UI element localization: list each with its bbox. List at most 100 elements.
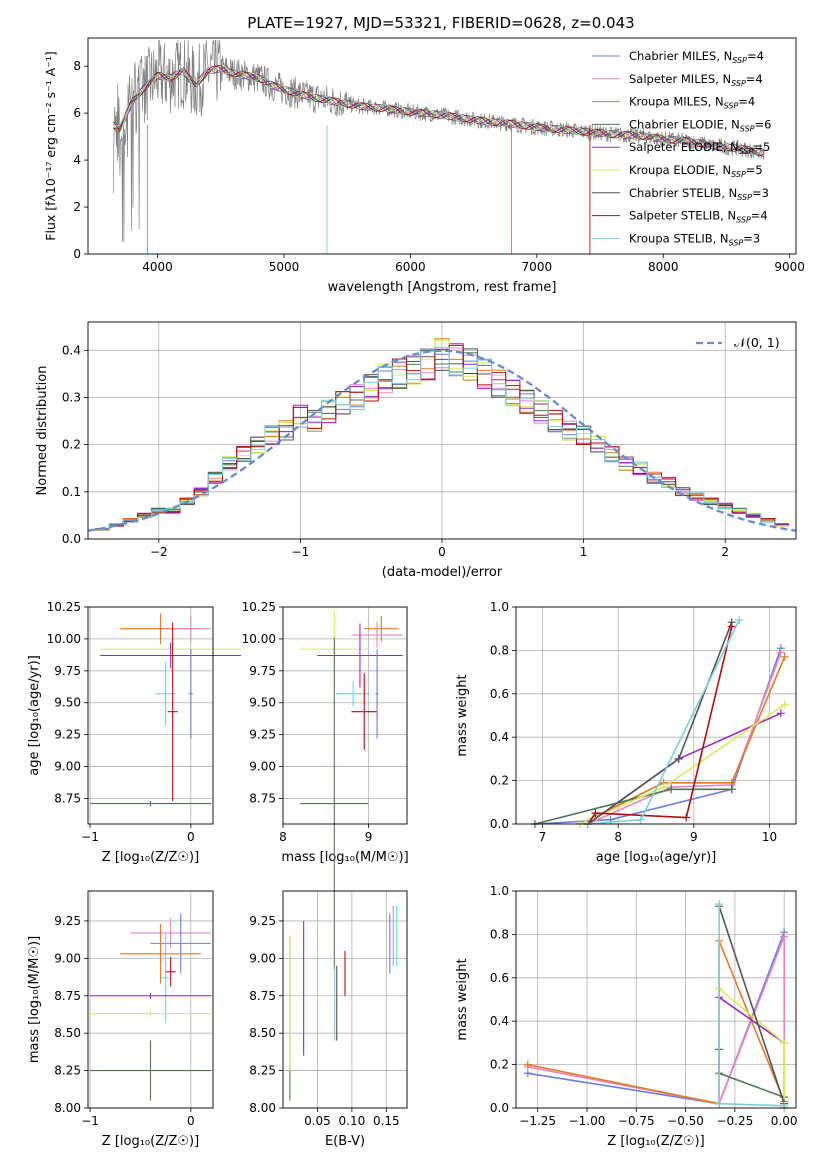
x-tick-label: 1 [580, 545, 588, 559]
mass-weight-marker [780, 1101, 789, 1110]
residual-histogram [95, 349, 789, 530]
y-tick-label: 10.25 [242, 600, 276, 614]
residual-histogram [95, 346, 789, 531]
y-tick-label: 8 [73, 59, 81, 73]
figure-title: PLATE=1927, MJD=53321, FIBERID=0628, z=0… [247, 14, 634, 32]
residual-histogram [95, 338, 789, 531]
x-tick-label: −1.00 [569, 1114, 606, 1128]
mass-weight-marker [715, 900, 724, 909]
mass-weight-marker [727, 785, 736, 794]
x-tick-label: 7000 [522, 260, 553, 274]
mass-weight-marker [776, 648, 785, 657]
y-tick-label: 10.00 [242, 632, 276, 646]
mass-weight-marker [780, 700, 789, 709]
mass-weight-line [718, 905, 785, 1104]
y-tick-label: 8.00 [54, 1101, 81, 1115]
x-axis-label: Z [log₁₀(Z/Z☉)] [607, 1134, 704, 1149]
x-tick-label: −1.25 [519, 1114, 556, 1128]
x-tick-label: 8 [614, 830, 622, 844]
axes-frame [87, 321, 797, 540]
model-spectrum-line [113, 66, 765, 156]
y-tick-label: 0.0 [62, 532, 81, 546]
axes-frame [515, 890, 797, 1109]
x-tick-label: 0 [187, 1114, 195, 1128]
x-tick-label: −2 [150, 545, 168, 559]
mass-weight-line [587, 652, 782, 825]
y-tick-label: 9.00 [249, 951, 276, 965]
y-tick-label: 0.8 [490, 643, 509, 657]
mass-weight-marker [682, 813, 691, 822]
mass-weight-marker [636, 815, 645, 824]
x-tick-label: 8000 [648, 260, 679, 274]
y-tick-label: 9.50 [249, 696, 276, 710]
x-tick-label: 7 [539, 830, 547, 844]
y-tick-label: 0.4 [62, 343, 81, 357]
x-axis-label: Z [log₁₀(Z/Z☉)] [102, 850, 199, 865]
y-tick-label: 9.75 [54, 664, 81, 678]
y-axis-label: mass weight [455, 674, 470, 756]
mass-weight-line [587, 621, 733, 825]
y-axis-label: mass [log₁₀(M/M☉)] [27, 936, 42, 1063]
y-tick-label: 9.25 [54, 914, 81, 928]
x-tick-label: 0 [438, 545, 446, 559]
mass-weight-marker [735, 616, 744, 625]
mass-weight-marker [591, 809, 600, 818]
y-tick-label: 0.2 [490, 1058, 509, 1072]
x-tick-label: 6000 [395, 260, 426, 274]
legend-label: Salpeter MILES, NSSP=4 [629, 72, 763, 88]
y-axis-label: age [log₁₀(age/yr)] [27, 655, 42, 776]
x-tick-label: 4000 [142, 260, 173, 274]
x-tick-label: −0.75 [618, 1114, 655, 1128]
panel-mass_z: −1 0 8.00 8.25 8.50 8.75 9.00 9.25 Z [log₁₀(Z/Z☉… [27, 890, 214, 1149]
y-tick-label: 0.4 [490, 730, 509, 744]
y-axis-label: mass weight [455, 958, 470, 1040]
panel-residuals: −2 −1 0 1 2 0.0 0.1 0.2 0.3 0.4 (data-model)/error… [35, 321, 797, 580]
y-tick-label: 0.4 [490, 1014, 509, 1028]
mass-weight-marker [715, 1099, 724, 1108]
y-tick-label: 0.1 [62, 485, 81, 499]
legend-label: Chabrier MILES, NSSP=4 [629, 49, 764, 65]
y-tick-label: 9.00 [249, 760, 276, 774]
y-tick-label: 9.25 [249, 728, 276, 742]
residual-histogram [95, 343, 789, 530]
y-tick-label: 2 [73, 200, 81, 214]
panel-spectrum: 4000 5000 6000 7000 8000 9000 0 2 4 6 8 wavelength … [43, 37, 805, 295]
mass-weight-marker [674, 754, 683, 763]
x-tick-label: 5000 [269, 260, 300, 274]
y-tick-label: 8.75 [54, 791, 81, 805]
mass-weight-marker [667, 785, 676, 794]
axes-frame [282, 606, 408, 825]
y-axis-label: Normed distribution [35, 366, 50, 496]
y-tick-label: 0 [73, 247, 81, 261]
x-tick-label: 9 [690, 830, 698, 844]
panel-mass_ebv: 0.05 0.10 0.15 8.00 8.25 8.50 8.75 9.00 9.25 E(B-… [249, 890, 408, 1149]
mass-weight-line [579, 656, 786, 825]
x-tick-label: 8 [279, 830, 287, 844]
y-tick-label: 9.25 [54, 728, 81, 742]
y-tick-label: 0.6 [490, 971, 509, 985]
mass-weight-marker [780, 652, 789, 661]
y-tick-label: 0.8 [490, 927, 509, 941]
y-tick-label: 9.50 [54, 696, 81, 710]
x-axis-label: wavelength [Angstrom, rest frame] [328, 280, 557, 295]
spectrum-legend: Chabrier MILES, NSSP=4 Salpeter MILES, NS… [592, 49, 771, 247]
mass-weight-line [534, 647, 782, 825]
y-axis-label: Flux [fλ10⁻¹⁷ erg cm⁻² s⁻¹ A⁻¹] [43, 51, 58, 240]
y-tick-label: 8.00 [249, 1101, 276, 1115]
y-tick-label: 0.2 [62, 438, 81, 452]
legend-label: Kroupa MILES, NSSP=4 [629, 95, 755, 111]
y-tick-label: 0.3 [62, 390, 81, 404]
legend-label: 𝒩(0, 1) [734, 335, 780, 350]
legend-label: Salpeter ELODIE, NSSP=5 [629, 140, 770, 156]
axes-frame [515, 606, 797, 825]
model-spectrum-line [113, 64, 765, 157]
x-tick-label: 10 [762, 830, 777, 844]
y-tick-label: 6 [73, 106, 81, 120]
mass-weight-marker [659, 783, 668, 792]
x-axis-label: age [log₁₀(age/yr)] [596, 850, 717, 865]
panel-age_mass: 8 9 8.75 9.00 9.25 9.50 9.75 10.00 10.25 mass [lo… [242, 600, 409, 970]
model-spectrum-line [113, 65, 765, 156]
mass-weight-line [718, 996, 785, 1108]
y-tick-label: 9.00 [54, 951, 81, 965]
x-tick-label: 0.00 [771, 1114, 798, 1128]
